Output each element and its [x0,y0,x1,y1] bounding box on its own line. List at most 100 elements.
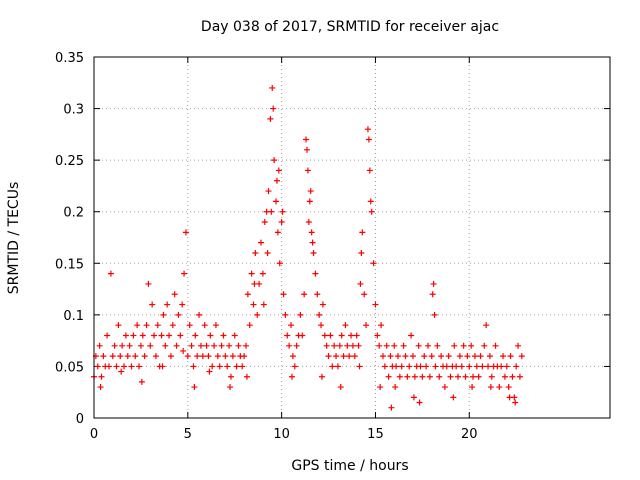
data-point [453,363,460,370]
data-point [273,198,280,205]
data-point [479,363,486,370]
data-point [336,342,343,349]
data-point [145,280,152,287]
data-point [305,219,312,226]
data-point [137,342,144,349]
x-axis-label: GPS time / hours [291,458,408,474]
data-point [113,363,120,370]
data-point [481,342,488,349]
data-point [316,311,323,318]
data-point [466,363,473,370]
data-point [273,177,280,184]
data-point [358,249,365,256]
data-point [130,332,137,339]
data-point [374,332,381,339]
data-point [159,363,166,370]
data-point [357,280,364,287]
data-point [451,342,458,349]
data-point [379,353,386,360]
data-point [288,322,295,329]
y-tick-label: 0.05 [55,360,84,375]
data-point [241,353,248,360]
data-point [274,229,281,236]
data-point [348,332,355,339]
data-point [406,363,413,370]
data-point [194,353,201,360]
y-tick-label: 0.1 [63,309,84,324]
data-point [323,342,330,349]
data-point [468,342,475,349]
data-point [106,363,113,370]
data-point [216,363,223,370]
data-point [381,363,388,370]
data-point [464,353,471,360]
data-point [456,353,463,360]
data-point [271,157,278,164]
data-point [477,353,484,360]
data-point [167,353,174,360]
data-point [409,353,416,360]
data-point [450,394,457,401]
data-point [227,384,234,391]
data-point [218,342,225,349]
data-point [516,373,523,380]
data-point [370,260,377,267]
data-point [455,373,462,380]
data-point [184,353,191,360]
data-point [492,342,499,349]
data-point [94,363,101,370]
data-point [351,353,358,360]
data-point [359,229,366,236]
x-tick-label: 0 [90,427,98,442]
data-point [97,384,104,391]
data-point [408,332,415,339]
data-point [117,353,124,360]
data-point [269,84,276,91]
y-tick-label: 0.25 [55,154,84,169]
data-point [304,167,311,174]
data-point [175,311,182,318]
data-point [503,363,510,370]
data-point [366,167,373,174]
data-point [436,373,443,380]
data-point [291,363,298,370]
data-point [162,342,169,349]
data-point [227,373,234,380]
data-point [177,332,184,339]
data-point [415,342,422,349]
data-point [303,136,310,143]
data-point [368,208,375,215]
data-point [400,342,407,349]
data-point [261,219,268,226]
data-point [264,249,271,256]
data-point [250,301,257,308]
data-point [254,311,261,318]
data-point [346,353,353,360]
plot-frame [93,56,611,419]
data-point [410,394,417,401]
y-tick-label: 0 [76,412,84,427]
data-point [207,332,214,339]
data-point [355,342,362,349]
y-tick-label: 0.3 [63,103,84,118]
data-point [190,363,197,370]
data-point [265,188,272,195]
y-tick-label: 0.15 [55,257,84,272]
data-point [513,363,520,370]
data-point [392,384,399,391]
data-point [107,270,114,277]
data-point [96,342,103,349]
data-point [246,322,253,329]
data-point [500,353,507,360]
data-point [197,342,204,349]
data-point [104,332,111,339]
data-point [242,342,249,349]
data-point [220,332,227,339]
data-point [447,373,454,380]
data-point [496,384,503,391]
data-point [251,280,258,287]
data-point [417,363,424,370]
data-point [507,353,514,360]
